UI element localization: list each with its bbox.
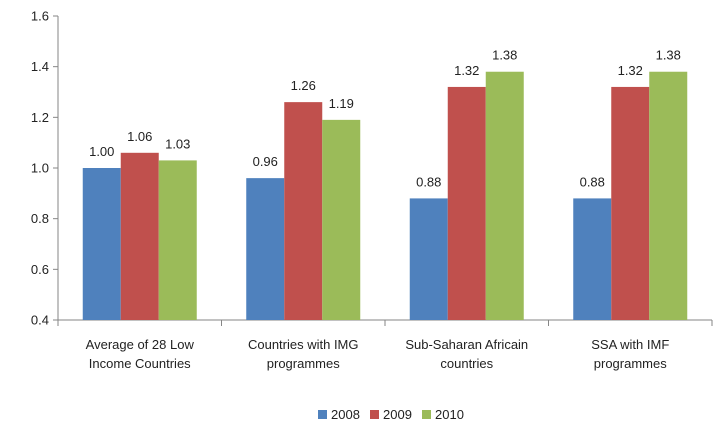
legend-swatch-2009 <box>370 410 379 419</box>
x-category-label: programmes <box>267 356 340 371</box>
y-tick-label: 1.4 <box>31 59 49 74</box>
bar-2009-0 <box>120 152 159 320</box>
bar-2008-2 <box>409 198 448 320</box>
data-label: 1.38 <box>492 48 517 63</box>
data-label: 1.03 <box>165 136 190 151</box>
bar-2010-1 <box>322 119 361 320</box>
legend-swatch-2010 <box>422 410 431 419</box>
data-label: 1.32 <box>618 63 643 78</box>
x-category-label: programmes <box>594 356 667 371</box>
y-tick-label: 1.6 <box>31 9 49 24</box>
data-label: 1.32 <box>454 63 479 78</box>
bar-2008-1 <box>246 178 285 320</box>
data-label: 0.96 <box>253 154 278 169</box>
y-tick-label: 1.2 <box>31 110 49 125</box>
bar-2010-2 <box>485 71 524 320</box>
data-label: 1.00 <box>89 144 114 159</box>
data-label: 0.88 <box>416 174 441 189</box>
legend-swatch-2008 <box>318 410 327 419</box>
legend-label: 2010 <box>435 407 464 422</box>
bar-2008-0 <box>82 168 121 320</box>
x-category-label: Income Countries <box>89 356 191 371</box>
bar-2008-3 <box>573 198 612 320</box>
y-tick-label: 1.0 <box>31 161 49 176</box>
data-label: 1.26 <box>291 78 316 93</box>
data-label: 1.06 <box>127 129 152 144</box>
bar-2009-2 <box>447 86 486 320</box>
x-category-label: countries <box>440 356 493 371</box>
bar-2010-0 <box>158 160 197 320</box>
y-tick-label: 0.8 <box>31 211 49 226</box>
legend-label: 2009 <box>383 407 412 422</box>
x-category-label: SSA with IMF <box>591 337 669 352</box>
data-label: 1.19 <box>329 96 354 111</box>
y-tick-label: 0.6 <box>31 262 49 277</box>
x-category-label: Countries with IMG <box>248 337 359 352</box>
bar-2009-3 <box>611 86 650 320</box>
bar-2010-3 <box>649 71 688 320</box>
data-label: 1.38 <box>656 48 681 63</box>
legend-label: 2008 <box>331 407 360 422</box>
x-category-label: Sub-Saharan Africain <box>405 337 528 352</box>
bar-2009-1 <box>284 102 323 320</box>
y-tick-label: 0.4 <box>31 313 49 328</box>
x-category-label: Average of 28 Low <box>86 337 195 352</box>
data-label: 0.88 <box>580 174 605 189</box>
